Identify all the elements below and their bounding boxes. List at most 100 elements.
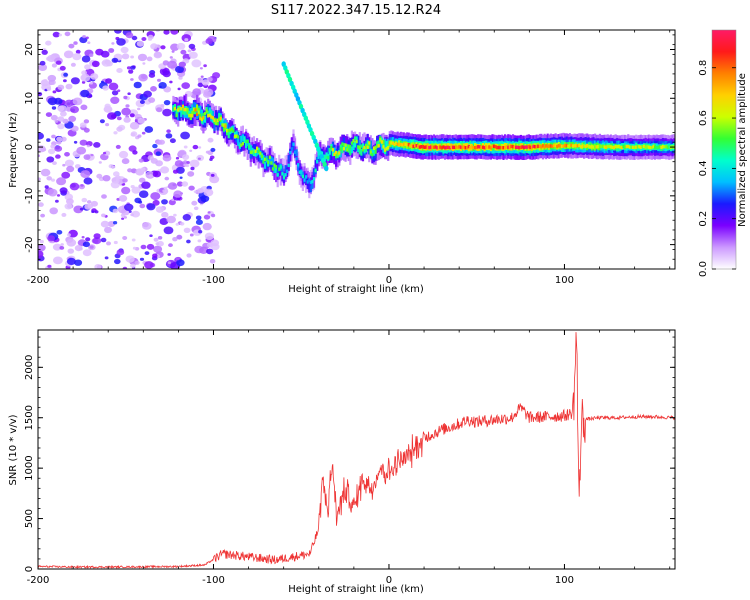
ridge-cell [522, 145, 526, 150]
ridge-cell [262, 160, 265, 164]
noise-speck [126, 66, 131, 70]
ridge-cell [496, 145, 499, 150]
snr-y-ticks: 0 500 1000 1500 2000 [24, 336, 675, 572]
ridge-cell [540, 145, 543, 149]
ridge-cell [541, 144, 545, 148]
noise-speck [68, 229, 78, 238]
noise-speck [120, 46, 129, 54]
ridge-cell [181, 107, 184, 115]
ridge-cell [208, 107, 211, 115]
noise-speck [146, 243, 155, 250]
ridge-cell [271, 167, 274, 171]
noise-speck [139, 100, 145, 104]
y-tick-label: -20 [24, 236, 35, 252]
ridge-cell [270, 161, 273, 165]
noise-speck [132, 150, 138, 155]
ridge-cell [196, 104, 199, 112]
ridge-cell [399, 142, 402, 147]
ridge-cell [267, 160, 270, 164]
ridge-cell [284, 165, 287, 172]
ridge-cell [557, 144, 560, 148]
ridge-cell [507, 145, 510, 149]
noise-speck [61, 212, 67, 217]
ridge-cell [347, 145, 350, 153]
noise-speck [74, 245, 83, 252]
ridge-cell [447, 145, 450, 149]
noise-speck [166, 215, 176, 224]
ridge-cell [245, 141, 248, 149]
spectrogram-frame [37, 29, 676, 270]
ridge-cell [354, 136, 357, 140]
colorbar-tick-label: 0.2 [698, 211, 709, 227]
noise-speck [71, 125, 79, 132]
noise-speck [116, 68, 123, 73]
noise-speck [144, 126, 154, 133]
snr-frame [37, 329, 676, 570]
noise-speck [163, 30, 170, 35]
ridge-cell [241, 134, 244, 142]
noise-speck [207, 211, 211, 214]
noise-speck [118, 195, 128, 202]
ridge-cell [328, 148, 331, 152]
noise-speck [153, 245, 163, 253]
ridge-cell [613, 145, 616, 150]
noise-speck [85, 237, 91, 242]
noise-speck [57, 123, 65, 130]
noise-speck [107, 112, 117, 120]
noise-speck [128, 69, 134, 74]
snr-line [38, 332, 675, 569]
noise-speck [134, 197, 142, 204]
noise-speck [46, 87, 52, 91]
ridge-cell [268, 155, 271, 159]
noise-speck [122, 178, 128, 183]
ridge-cell [450, 144, 453, 149]
ridge-cell [587, 144, 590, 149]
ridge-cell [298, 170, 301, 174]
noise-speck [183, 163, 188, 167]
x-tick-label: 0 [386, 275, 392, 286]
ridge-cell [546, 144, 549, 148]
colorbar-tick-label: 0.0 [698, 261, 709, 277]
y-tick-label: 10 [24, 92, 35, 105]
noise-speck [176, 42, 186, 50]
ridge-cell [207, 114, 210, 118]
ridge-cell [488, 145, 491, 149]
ridge-cell [183, 107, 186, 112]
ridge-cell [218, 117, 221, 121]
noise-speck [38, 250, 44, 259]
noise-speck [84, 64, 91, 70]
ridge-cell [380, 140, 383, 144]
ridge-cell [216, 118, 219, 123]
noise-speck [44, 79, 48, 82]
noise-speck [125, 255, 135, 263]
ridge-cell [444, 146, 447, 150]
noise-speck [167, 261, 171, 265]
noise-speck [205, 38, 213, 45]
noise-speck [81, 70, 87, 75]
noise-speck [129, 121, 140, 130]
noise-speck [70, 62, 76, 67]
ridge-cell [606, 144, 609, 149]
ridge-cell [428, 145, 431, 150]
noise-speck [161, 211, 169, 218]
ridge-cell [521, 145, 524, 149]
ridge-cell [308, 182, 311, 190]
ridge-cell [200, 117, 203, 122]
ridge-cell [257, 149, 260, 162]
ridge-cell [175, 113, 178, 118]
ridge-cell [259, 151, 262, 156]
ridge-cell [286, 169, 289, 173]
noise-speck [162, 60, 170, 66]
ridge-cell [238, 144, 241, 148]
noise-speck [193, 190, 197, 193]
ridge-cell [451, 145, 455, 149]
snr-series [38, 332, 675, 569]
ridge-cell [461, 145, 464, 149]
noise-speck [82, 249, 92, 257]
ridge-cell [388, 141, 391, 145]
noise-speck [131, 186, 141, 194]
noise-speck [80, 73, 91, 82]
colorbar-gradient [712, 30, 736, 269]
ridge-cell [308, 178, 311, 182]
ridge-cell [341, 142, 344, 146]
